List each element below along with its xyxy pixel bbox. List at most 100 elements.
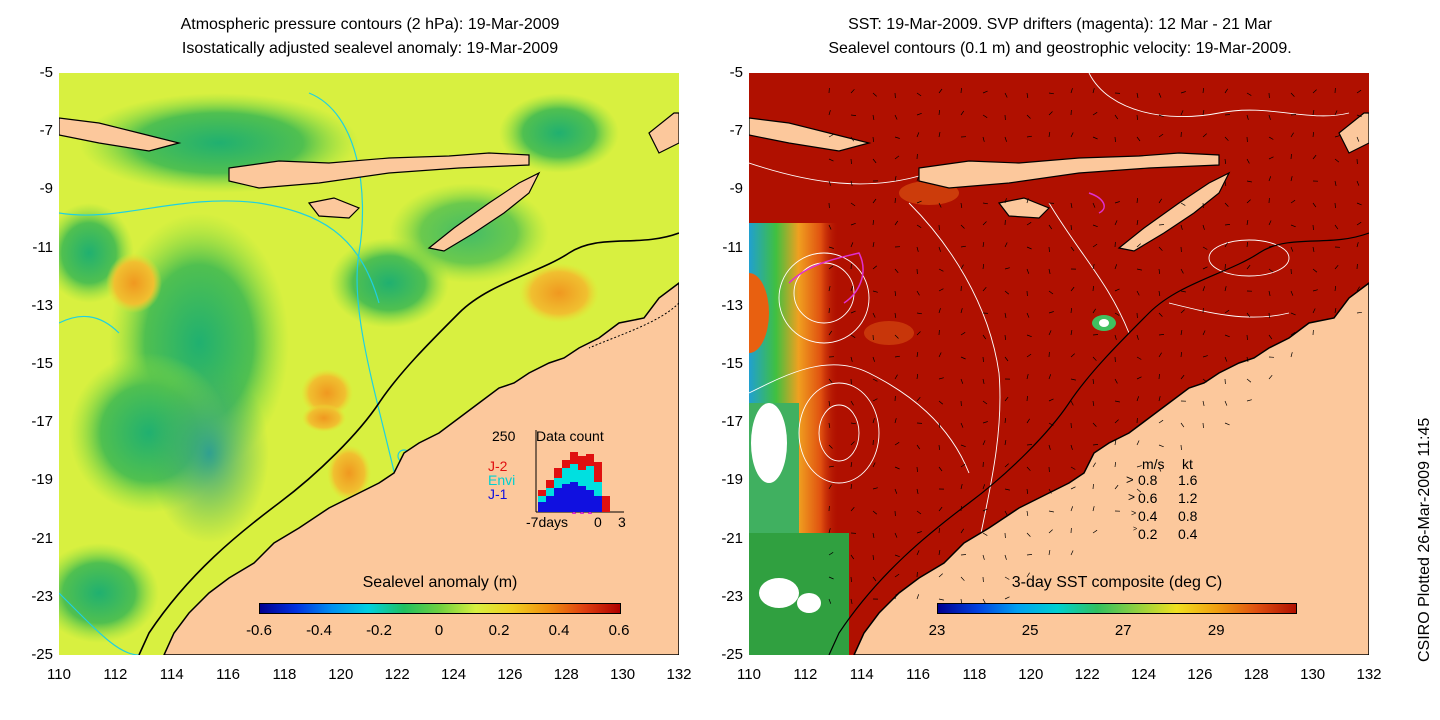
y-tick-label: -5 (39, 64, 53, 81)
velocity-arrow (1158, 396, 1161, 402)
velocity-arrow (850, 356, 853, 362)
velocity-arrow (828, 528, 831, 534)
velocity-arrow (872, 312, 876, 318)
velocity-arrow (1158, 198, 1162, 204)
velocity-arrow (1092, 334, 1099, 336)
velocity-arrow (828, 552, 834, 556)
colorbar-tick-label: 0.6 (608, 622, 630, 639)
velocity-arrow (872, 158, 877, 164)
data-count-inset: 250 Data count J-2 Envi J-1 -7days (488, 426, 638, 536)
velocity-arrow (1290, 224, 1296, 228)
velocity-arrow (1334, 285, 1337, 292)
velocity-arrow (1136, 136, 1141, 142)
velocity-arrow (1026, 92, 1029, 98)
y-tick-label: -13 (31, 296, 53, 314)
velocity-arrow (828, 180, 832, 186)
data-count-title: Data count (536, 428, 604, 444)
velocity-arrow (938, 132, 941, 138)
land-timor (427, 171, 541, 252)
velocity-arrow (1312, 131, 1314, 138)
velocity-arrow (1290, 312, 1296, 316)
y-tick-label: -25 (31, 646, 53, 663)
velocity-arrow (850, 422, 856, 425)
velocity-arrow (1004, 554, 1007, 560)
velocity-arrow (1224, 309, 1230, 314)
velocity-arrow (828, 576, 834, 580)
velocity-arrow (1246, 399, 1252, 402)
velocity-arrow (850, 554, 855, 560)
velocity-arrow (1114, 201, 1120, 204)
velocity-arrow (850, 400, 854, 406)
velocity-arrow (894, 197, 896, 204)
velocity-arrow (1136, 396, 1140, 402)
sst-land-timor (1117, 171, 1231, 252)
velocity-arrow (1224, 400, 1228, 406)
velocity-arrow (1312, 246, 1315, 252)
velocity-arrow (1356, 180, 1360, 186)
velocity-arrow (1092, 462, 1096, 468)
colorbar-tick-label: 0.4 (548, 622, 570, 639)
velocity-arrow (828, 484, 832, 490)
velocity-arrow (1158, 290, 1161, 296)
velocity-arrow (1202, 133, 1207, 138)
velocity-arrow (872, 378, 878, 382)
velocity-arrow (1202, 355, 1208, 358)
right-title-line2: Sealevel contours (0.1 m) and geostrophi… (828, 40, 1292, 57)
velocity-arrow (982, 440, 986, 446)
land-sumba (307, 197, 361, 219)
velocity-arrow (982, 356, 984, 363)
left-title-line2: Isostatically adjusted sealevel anomaly:… (181, 40, 559, 57)
velocity-arrow (1114, 461, 1116, 468)
velocity-arrow (1070, 132, 1074, 138)
velocity-arrow (960, 87, 962, 94)
velocity-arrow (1004, 267, 1010, 270)
velocity-arrow (1026, 444, 1033, 446)
velocity-arrow (960, 332, 966, 336)
velocity-arrow (1048, 529, 1053, 534)
x-tick-label: 132 (666, 666, 692, 683)
velocity-arrow (982, 202, 988, 205)
velocity-arrow (1048, 550, 1051, 556)
y-tick-label: -15 (31, 355, 53, 372)
velocity-arrow (1070, 224, 1072, 231)
velocity-arrow (1356, 89, 1362, 94)
velocity-arrow (872, 92, 877, 97)
velocity-arrow (1048, 132, 1051, 138)
velocity-arrow (894, 355, 900, 358)
velocity-arrow (850, 462, 853, 468)
velocity-arrow (916, 488, 919, 494)
colorbar-tick-label: 0 (434, 622, 444, 639)
velocity-arrow (916, 200, 922, 204)
velocity-arrow (850, 136, 854, 142)
velocity-arrow (1114, 136, 1116, 143)
legend-j1: J-1 (488, 486, 508, 502)
y-tick-label: -21 (721, 529, 743, 547)
velocity-arrow (1048, 330, 1052, 336)
velocity-arrow (938, 377, 944, 380)
velocity-arrow (1004, 136, 1007, 142)
velocity-arrow (1290, 92, 1295, 97)
velocity-arrow (828, 400, 831, 407)
velocity-arrow (1224, 136, 1229, 141)
velocity-arrow (894, 176, 897, 182)
velocity-arrow (1180, 422, 1185, 428)
colorbar-tick-label: -0.4 (306, 622, 332, 639)
velocity-arrow (1224, 180, 1227, 186)
velocity-arrow (828, 307, 830, 314)
y-tick-label: -11 (32, 238, 53, 256)
velocity-arrow (938, 527, 940, 534)
velocity-arrow (1246, 92, 1252, 96)
velocity-arrow (982, 263, 985, 270)
velocity-arrow (1290, 132, 1294, 138)
velocity-arrow (1224, 158, 1227, 164)
velocity-arrow (1070, 506, 1074, 512)
velocity-arrow (1290, 114, 1297, 116)
velocity-arrow (894, 220, 899, 226)
x-tick-label: 114 (159, 666, 184, 683)
velocity-arrow (850, 483, 853, 490)
velocity-arrow (916, 352, 919, 358)
velocity-arrow (1026, 418, 1030, 424)
velocity-arrow (916, 594, 920, 600)
velocity-arrow (1136, 197, 1138, 204)
velocity-arrow (1158, 334, 1165, 336)
